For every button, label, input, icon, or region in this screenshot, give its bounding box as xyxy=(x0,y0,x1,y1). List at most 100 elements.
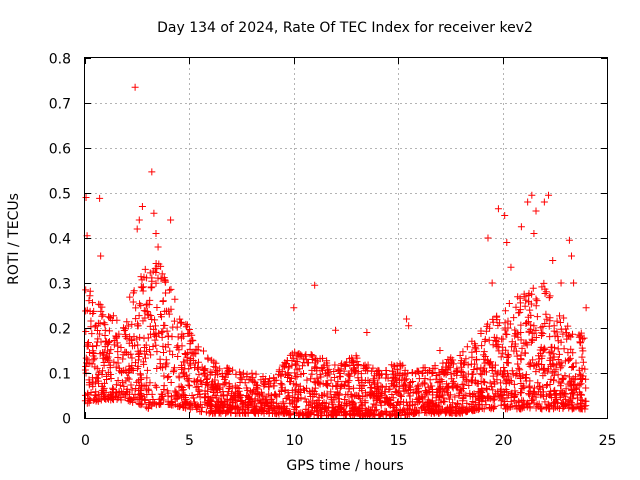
data-point xyxy=(511,326,519,334)
data-point xyxy=(577,372,585,380)
data-point xyxy=(128,354,136,362)
data-point xyxy=(557,279,565,287)
data-point xyxy=(193,405,201,413)
data-point xyxy=(134,362,142,370)
data-point xyxy=(551,399,559,407)
data-point xyxy=(403,315,411,323)
data-point xyxy=(340,401,348,409)
data-point xyxy=(237,371,245,379)
data-point xyxy=(468,353,476,361)
data-point xyxy=(245,376,253,384)
data-point xyxy=(491,393,499,401)
data-point xyxy=(501,398,509,406)
data-point xyxy=(405,322,413,330)
data-point xyxy=(126,333,134,341)
data-point xyxy=(499,335,507,343)
data-point xyxy=(519,397,527,405)
data-point xyxy=(333,410,341,418)
data-point xyxy=(276,390,284,398)
data-point xyxy=(155,400,163,408)
data-point xyxy=(503,239,511,246)
data-point xyxy=(168,333,176,341)
data-point xyxy=(277,380,285,388)
data-point xyxy=(451,403,459,411)
data-point xyxy=(136,333,144,341)
data-point xyxy=(216,365,224,373)
data-point xyxy=(184,381,192,389)
x-tick-label: 10 xyxy=(286,433,304,449)
data-point xyxy=(84,395,92,403)
data-point xyxy=(501,212,509,219)
data-point xyxy=(374,385,382,393)
data-point xyxy=(456,386,464,394)
data-point xyxy=(227,405,235,413)
data-point xyxy=(362,410,370,418)
data-point xyxy=(540,198,548,206)
data-point xyxy=(570,363,578,371)
data-point xyxy=(525,360,533,368)
data-point xyxy=(303,398,311,406)
data-point xyxy=(116,381,124,389)
data-point xyxy=(95,377,103,385)
data-point xyxy=(345,397,353,405)
data-point xyxy=(171,295,179,303)
data-point xyxy=(350,364,358,372)
data-point xyxy=(132,304,140,312)
data-point xyxy=(550,322,558,330)
data-point xyxy=(575,333,583,341)
data-point xyxy=(486,404,494,412)
data-point xyxy=(480,348,488,356)
data-point xyxy=(94,397,102,405)
data-point xyxy=(320,399,328,407)
data-point xyxy=(105,327,113,335)
data-point xyxy=(439,359,447,367)
data-point xyxy=(119,355,127,363)
data-point xyxy=(491,367,499,375)
data-point xyxy=(226,396,234,404)
data-point xyxy=(565,356,573,364)
data-point xyxy=(146,379,154,387)
data-point xyxy=(451,393,459,401)
data-point xyxy=(97,252,105,260)
data-point xyxy=(538,405,546,413)
data-point xyxy=(377,392,385,400)
grid-lines xyxy=(85,58,607,418)
data-point xyxy=(476,370,484,378)
data-point xyxy=(436,347,444,354)
data-point xyxy=(206,395,214,403)
data-point xyxy=(177,319,185,327)
data-point xyxy=(498,343,506,351)
data-point xyxy=(473,364,481,372)
data-point xyxy=(390,373,398,381)
data-point xyxy=(150,325,158,333)
data-point xyxy=(555,350,563,358)
y-tick-label: 0.1 xyxy=(49,367,71,383)
y-tick-label: 0.3 xyxy=(49,277,71,293)
data-point xyxy=(212,406,220,414)
data-point xyxy=(459,348,467,356)
data-point xyxy=(400,405,408,413)
data-point xyxy=(526,306,534,314)
data-point xyxy=(223,397,231,405)
data-point xyxy=(212,368,220,376)
data-point xyxy=(513,352,521,360)
data-point xyxy=(563,335,571,343)
data-point xyxy=(136,347,144,355)
data-point xyxy=(105,356,113,364)
data-point xyxy=(290,304,298,312)
data-point xyxy=(436,384,444,392)
axis-ticks xyxy=(85,58,608,419)
data-point xyxy=(369,364,377,372)
data-point xyxy=(565,398,573,406)
data-point xyxy=(85,381,93,389)
data-point xyxy=(501,307,509,315)
data-point xyxy=(444,356,452,364)
data-point xyxy=(458,357,466,365)
data-point xyxy=(402,398,410,406)
data-point xyxy=(541,345,549,353)
data-point xyxy=(93,342,101,350)
data-point xyxy=(153,265,161,273)
y-tick-label: 0.6 xyxy=(49,142,71,158)
data-point xyxy=(146,296,154,304)
data-point xyxy=(104,313,112,321)
